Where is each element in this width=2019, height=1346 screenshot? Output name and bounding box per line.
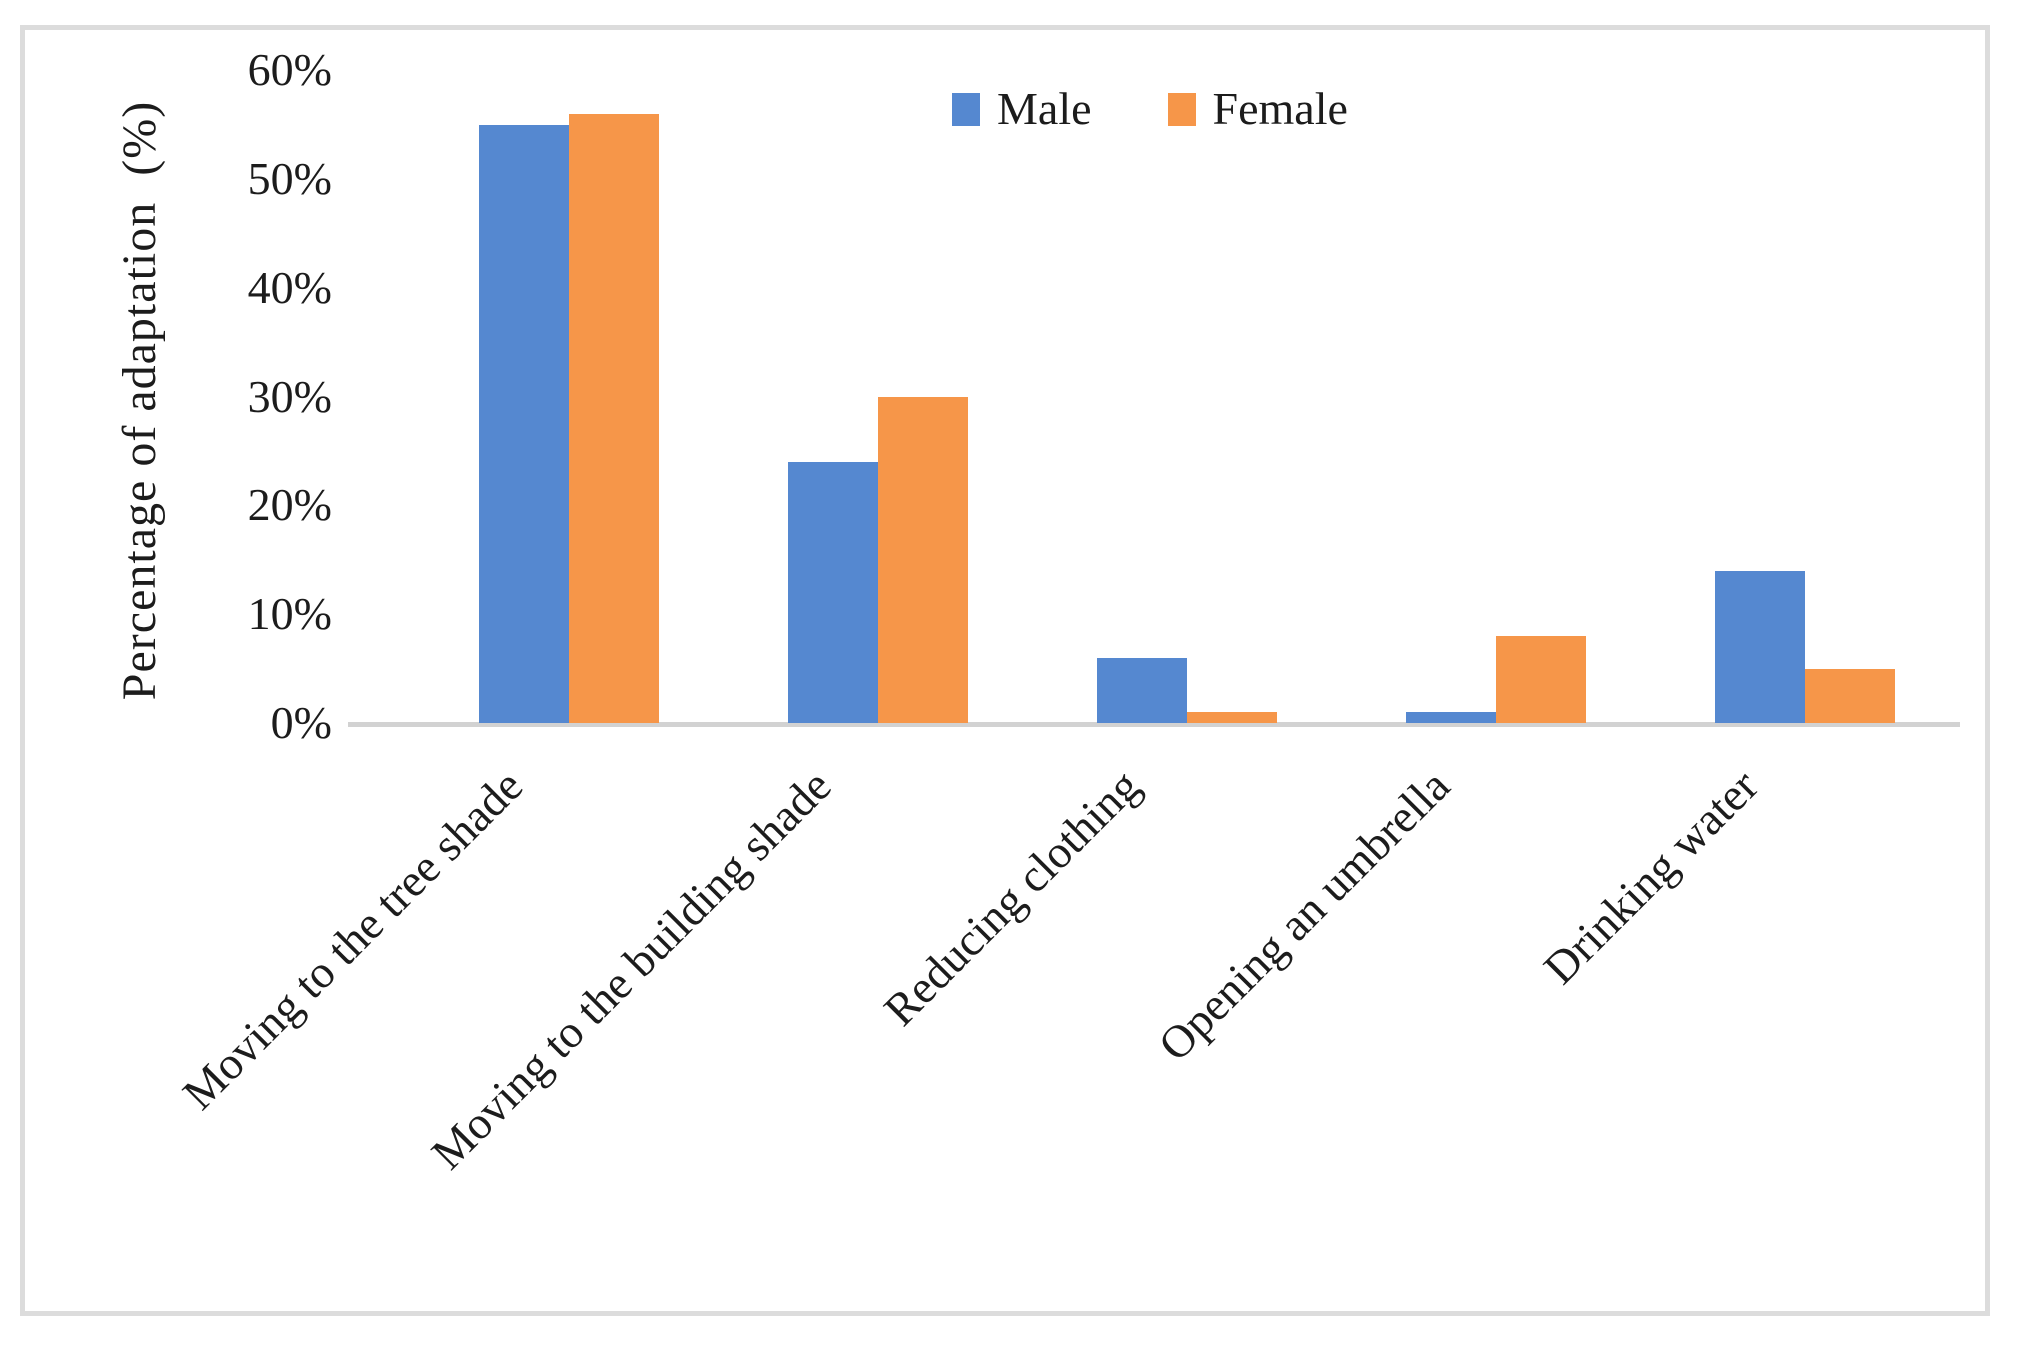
y-tick-label: 60% bbox=[247, 44, 332, 96]
legend-label: Male bbox=[997, 83, 1092, 134]
legend-swatch-female bbox=[1167, 92, 1196, 126]
y-tick-label: 30% bbox=[247, 370, 332, 422]
y-tick-label: 10% bbox=[247, 588, 332, 640]
bar-male-2 bbox=[1097, 658, 1187, 723]
bar-female-2 bbox=[1187, 712, 1277, 723]
legend-label: Female bbox=[1212, 83, 1348, 134]
chart-frame bbox=[20, 25, 1990, 1316]
bar-female-1 bbox=[878, 397, 968, 723]
legend-item-female: Female bbox=[1167, 82, 1348, 136]
bar-female-0 bbox=[569, 114, 659, 723]
legend-item-male: Male bbox=[952, 82, 1092, 136]
bar-female-3 bbox=[1496, 636, 1586, 723]
bar-male-1 bbox=[788, 462, 878, 723]
bar-male-3 bbox=[1406, 712, 1496, 723]
bar-male-0 bbox=[479, 125, 569, 723]
y-tick-label: 50% bbox=[247, 153, 332, 204]
bar-male-4 bbox=[1715, 571, 1805, 723]
x-axis-line bbox=[348, 722, 1960, 727]
y-tick-label: 0% bbox=[270, 697, 332, 748]
legend: Male Female bbox=[952, 82, 1348, 136]
y-tick-label: 40% bbox=[247, 261, 332, 313]
legend-swatch-male bbox=[952, 92, 980, 126]
y-tick-label: 20% bbox=[247, 479, 332, 531]
bar-female-4 bbox=[1805, 669, 1895, 723]
